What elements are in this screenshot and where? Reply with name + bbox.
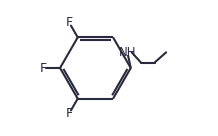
Text: F: F (39, 61, 47, 75)
Text: F: F (66, 107, 73, 120)
Text: NH: NH (119, 46, 136, 59)
Text: F: F (66, 16, 73, 29)
